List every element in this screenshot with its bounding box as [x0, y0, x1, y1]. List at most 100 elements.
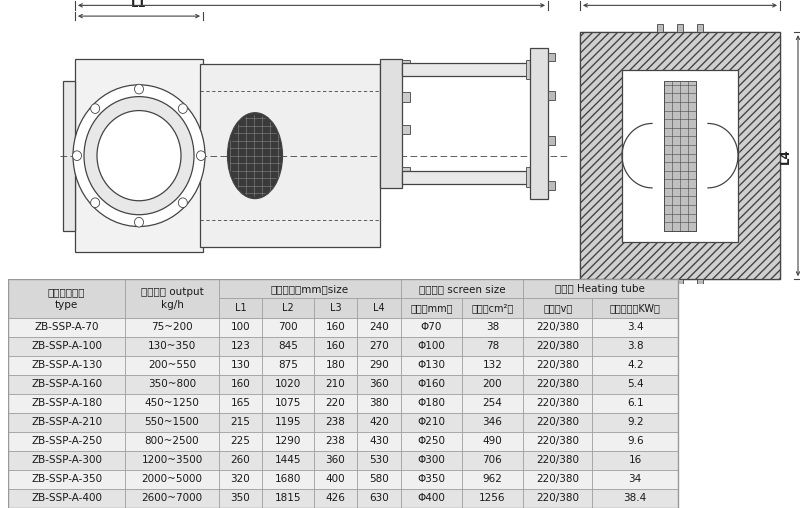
Bar: [358, 489, 401, 508]
Text: 238: 238: [326, 436, 346, 447]
Bar: [262, 336, 314, 356]
Bar: [8, 356, 126, 375]
Bar: [526, 60, 540, 79]
Bar: [462, 470, 523, 489]
Text: 160: 160: [326, 341, 346, 351]
Text: 9.2: 9.2: [627, 417, 643, 427]
Bar: [314, 412, 358, 432]
Bar: [262, 470, 314, 489]
Bar: [218, 412, 262, 432]
Bar: [462, 489, 523, 508]
Bar: [314, 451, 358, 470]
Bar: [126, 356, 218, 375]
Bar: [8, 412, 126, 432]
Bar: [402, 92, 410, 102]
Bar: [218, 375, 262, 394]
Text: 220/380: 220/380: [536, 379, 579, 389]
Bar: [262, 375, 314, 394]
Bar: [462, 336, 523, 356]
Text: 875: 875: [278, 360, 298, 370]
Text: 700: 700: [278, 322, 298, 332]
Bar: [462, 318, 523, 337]
Bar: [314, 336, 358, 356]
Text: 220/380: 220/380: [536, 417, 579, 427]
Text: 240: 240: [369, 322, 389, 332]
Bar: [593, 432, 678, 451]
Bar: [126, 279, 218, 318]
Text: L4: L4: [779, 148, 792, 164]
Bar: [523, 489, 593, 508]
Bar: [126, 470, 218, 489]
Bar: [401, 298, 462, 318]
Bar: [358, 375, 401, 394]
Bar: [402, 124, 410, 134]
Text: 滤网尺寸 screen size: 滤网尺寸 screen size: [418, 284, 505, 294]
Circle shape: [90, 104, 100, 113]
Bar: [593, 412, 678, 432]
Bar: [8, 318, 126, 337]
Bar: [462, 451, 523, 470]
Bar: [380, 59, 402, 188]
Text: Φ210: Φ210: [418, 417, 446, 427]
Bar: [401, 470, 462, 489]
Circle shape: [73, 151, 82, 161]
Text: Φ300: Φ300: [418, 455, 446, 465]
Bar: [218, 470, 262, 489]
Bar: [262, 432, 314, 451]
Text: Φ160: Φ160: [418, 379, 446, 389]
Text: 220/380: 220/380: [536, 341, 579, 351]
Text: 290: 290: [369, 360, 389, 370]
Bar: [126, 336, 218, 356]
Text: ZB-SSP-A-130: ZB-SSP-A-130: [31, 360, 102, 370]
Text: 200~550: 200~550: [148, 360, 196, 370]
Text: 38.4: 38.4: [624, 493, 647, 503]
Bar: [126, 412, 218, 432]
Bar: [548, 136, 555, 145]
Bar: [218, 356, 262, 375]
Bar: [358, 432, 401, 451]
Bar: [462, 298, 523, 318]
Bar: [401, 279, 523, 299]
Text: Φ400: Φ400: [418, 493, 446, 503]
Text: 130~350: 130~350: [148, 341, 196, 351]
Bar: [401, 394, 462, 412]
Text: 220/380: 220/380: [536, 474, 579, 485]
Text: 75~200: 75~200: [151, 322, 193, 332]
Bar: [530, 48, 548, 199]
Text: 962: 962: [482, 474, 502, 485]
Text: 78: 78: [486, 341, 499, 351]
Text: L2: L2: [282, 303, 294, 313]
Bar: [8, 279, 126, 318]
Bar: [677, 279, 683, 288]
Bar: [401, 451, 462, 470]
Text: 面积（cm²）: 面积（cm²）: [471, 303, 514, 313]
Bar: [580, 32, 780, 279]
Text: 420: 420: [369, 417, 389, 427]
Text: 220/380: 220/380: [536, 493, 579, 503]
Bar: [8, 279, 678, 508]
Bar: [218, 451, 262, 470]
Bar: [126, 489, 218, 508]
Bar: [8, 394, 126, 412]
Bar: [523, 451, 593, 470]
Bar: [401, 375, 462, 394]
Bar: [593, 394, 678, 412]
Bar: [314, 470, 358, 489]
Bar: [75, 59, 203, 252]
Text: 1075: 1075: [274, 398, 301, 408]
Bar: [262, 318, 314, 337]
Bar: [401, 489, 462, 508]
Bar: [358, 412, 401, 432]
Text: 360: 360: [369, 379, 389, 389]
Bar: [548, 53, 555, 61]
Text: 1200~3500: 1200~3500: [142, 455, 202, 465]
Text: Φ130: Φ130: [418, 360, 446, 370]
Text: 220: 220: [326, 398, 346, 408]
Text: 220/380: 220/380: [536, 398, 579, 408]
Text: 845: 845: [278, 341, 298, 351]
Bar: [402, 60, 410, 70]
Bar: [218, 279, 401, 299]
Text: ZB-SSP-A-180: ZB-SSP-A-180: [31, 398, 102, 408]
Circle shape: [178, 198, 187, 208]
Text: ZB-SSP-A-400: ZB-SSP-A-400: [31, 493, 102, 503]
